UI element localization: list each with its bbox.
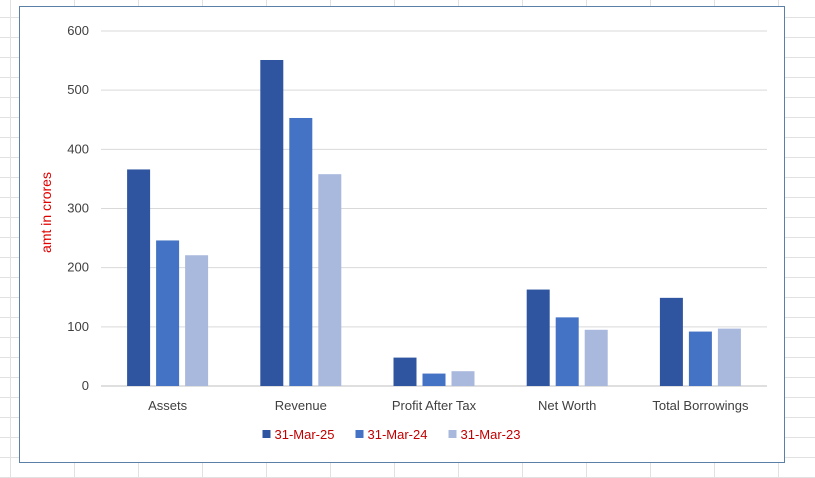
bar — [422, 373, 446, 386]
y-tick-label: 0 — [82, 378, 89, 393]
y-tick-label: 200 — [67, 260, 89, 275]
bar — [451, 371, 475, 386]
y-axis-label: amt in crores — [38, 172, 54, 253]
legend-label: 31-Mar-25 — [275, 427, 335, 442]
legend-label: 31-Mar-24 — [368, 427, 428, 442]
bar — [688, 331, 712, 386]
bar — [260, 59, 284, 386]
legend-swatch — [262, 430, 271, 438]
legend-swatch — [355, 430, 364, 438]
bar — [717, 328, 741, 386]
bar — [659, 297, 683, 386]
y-tick-label: 600 — [67, 23, 89, 38]
chart-area[interactable]: 0 100 200 300 400 500 600 Assets Revenue Profit … — [19, 6, 785, 463]
bar — [185, 255, 209, 386]
y-tick-label: 500 — [67, 82, 89, 97]
y-tick-label: 400 — [67, 141, 89, 156]
bar-chart: 0 100 200 300 400 500 600 Assets Revenue Profit … — [38, 23, 767, 442]
bars — [127, 59, 741, 386]
y-tick-label: 100 — [67, 319, 89, 334]
y-axis-ticks: 0 100 200 300 400 500 600 — [67, 23, 89, 393]
bar — [318, 174, 342, 386]
bar — [526, 289, 550, 386]
x-tick-label: Total Borrowings — [652, 398, 749, 413]
bar — [584, 329, 608, 386]
legend-swatch — [448, 430, 457, 438]
legend: 31-Mar-25 31-Mar-24 31-Mar-23 — [262, 427, 521, 442]
x-tick-label: Assets — [148, 398, 188, 413]
bar — [289, 117, 313, 386]
x-axis-categories: Assets Revenue Profit After Tax Net Worth To… — [148, 398, 749, 413]
x-tick-label: Net Worth — [538, 398, 596, 413]
x-tick-label: Revenue — [275, 398, 327, 413]
bar — [393, 357, 417, 386]
x-tick-label: Profit After Tax — [392, 398, 477, 413]
bar — [156, 240, 180, 386]
bar — [555, 317, 579, 386]
bar — [127, 169, 151, 386]
gridlines — [101, 30, 767, 387]
legend-label: 31-Mar-23 — [461, 427, 521, 442]
y-tick-label: 300 — [67, 201, 89, 216]
